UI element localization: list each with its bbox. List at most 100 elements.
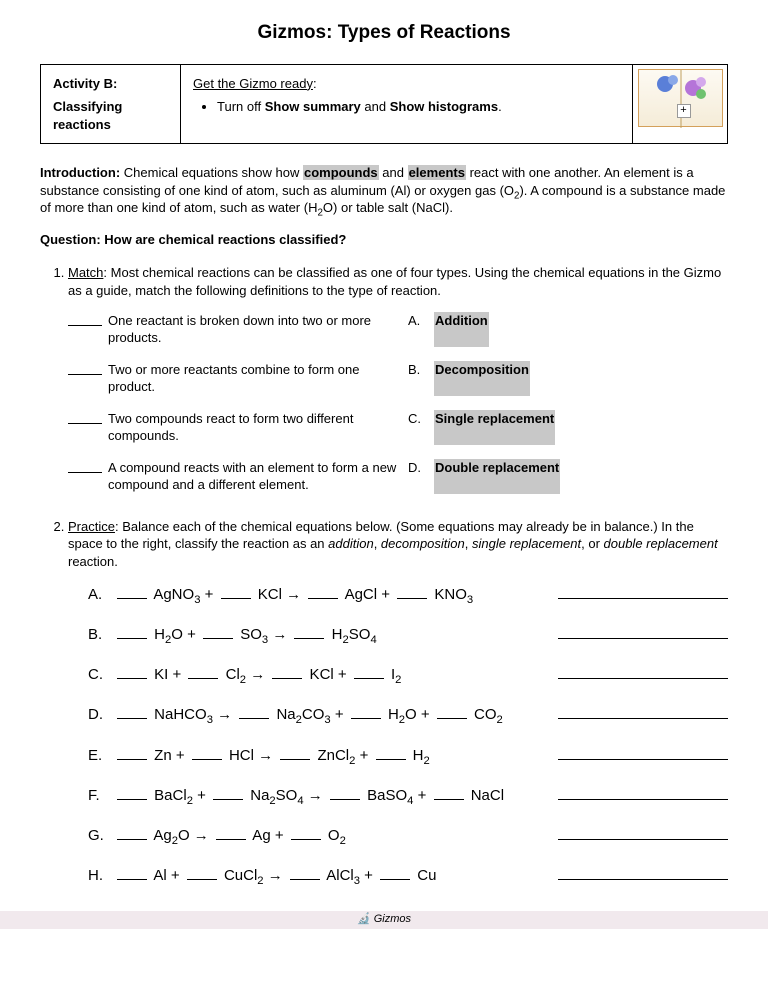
coefficient-blank[interactable] [330,786,360,800]
coefficient-blank[interactable] [192,746,222,760]
highlight-elements: elements [408,165,466,180]
match-blank[interactable] [68,459,102,473]
match-row: Two compounds react to form two differen… [68,410,728,445]
match-blank[interactable] [68,410,102,424]
match-blank[interactable] [68,361,102,375]
equation-body: H2O + SO3 → H2SO4 [114,625,540,645]
coefficient-blank[interactable] [203,625,233,639]
activity-cell: Activity B: Classifying reactions [41,64,181,144]
equation-list: A. AgNO3 + KCl → AgCl + KNO3B. H2O + SO3… [68,585,728,887]
classification-blank[interactable] [558,625,728,639]
equation-letter: G. [88,826,114,846]
coefficient-blank[interactable] [221,585,251,599]
coefficient-blank[interactable] [308,585,338,599]
coefficient-blank[interactable] [290,866,320,880]
main-question: Question: How are chemical reactions cla… [40,231,728,249]
equation-body: Ag2O → Ag + O2 [114,826,540,846]
equation-row: H. Al + CuCl2 → AlCl3 + Cu [88,866,728,886]
match-blank[interactable] [68,312,102,326]
coefficient-blank[interactable] [437,705,467,719]
ready-cell: Get the Gizmo ready: Turn off Show summa… [181,64,633,144]
plus-icon: + [677,104,691,118]
ready-bullet: Turn off Show summary and Show histogram… [217,98,620,116]
match-definition: Two compounds react to form two differen… [108,410,398,445]
option-label: Addition [434,312,489,347]
option-label: Single replacement [434,410,555,445]
equation-letter: D. [88,705,114,725]
page-title: Gizmos: Types of Reactions [40,20,728,46]
equation-row: F. BaCl2 + Na2SO4 → BaSO4 + NaCl [88,786,728,806]
coefficient-blank[interactable] [117,746,147,760]
activity-name: Classifying reactions [53,99,122,132]
coefficient-blank[interactable] [272,665,302,679]
introduction-paragraph: Introduction: Chemical equations show ho… [40,164,728,217]
coefficient-blank[interactable] [354,665,384,679]
coefficient-blank[interactable] [291,826,321,840]
coefficient-blank[interactable] [213,786,243,800]
equation-row: C. KI + Cl2 → KCl + I2 [88,665,728,685]
coefficient-blank[interactable] [187,866,217,880]
ready-title: Get the Gizmo ready [193,76,313,91]
equation-letter: B. [88,625,114,645]
question-2: Practice: Balance each of the chemical e… [68,518,728,887]
coefficient-blank[interactable] [117,665,147,679]
coefficient-blank[interactable] [397,585,427,599]
option-letter: B. [408,361,434,396]
coefficient-blank[interactable] [117,866,147,880]
coefficient-blank[interactable] [239,705,269,719]
equation-body: AgNO3 + KCl → AgCl + KNO3 [114,585,540,605]
match-row: Two or more reactants combine to form on… [68,361,728,396]
match-definition: Two or more reactants combine to form on… [108,361,398,396]
classification-blank[interactable] [558,866,728,880]
equation-row: A. AgNO3 + KCl → AgCl + KNO3 [88,585,728,605]
equation-letter: A. [88,585,114,605]
equation-body: BaCl2 + Na2SO4 → BaSO4 + NaCl [114,786,540,806]
classification-blank[interactable] [558,786,728,800]
question-list: Match: Most chemical reactions can be cl… [40,264,728,886]
option-letter: A. [408,312,434,347]
coefficient-blank[interactable] [117,585,147,599]
option-label: Double replacement [434,459,560,494]
classification-blank[interactable] [558,826,728,840]
coefficient-blank[interactable] [117,625,147,639]
equation-letter: H. [88,866,114,886]
option-label: Decomposition [434,361,530,396]
equation-row: D. NaHCO3 → Na2CO3 + H2O + CO2 [88,705,728,725]
coefficient-blank[interactable] [117,705,147,719]
classification-blank[interactable] [558,665,728,679]
activity-header-table: Activity B: Classifying reactions Get th… [40,64,728,145]
classification-blank[interactable] [558,746,728,760]
coefficient-blank[interactable] [380,866,410,880]
match-container: One reactant is broken down into two or … [68,312,728,494]
equation-row: G. Ag2O → Ag + O2 [88,826,728,846]
coefficient-blank[interactable] [376,746,406,760]
match-row: One reactant is broken down into two or … [68,312,728,347]
equation-body: Al + CuCl2 → AlCl3 + Cu [114,866,540,886]
equation-letter: E. [88,746,114,766]
equation-letter: F. [88,786,114,806]
equation-body: Zn + HCl → ZnCl2 + H2 [114,746,540,766]
coefficient-blank[interactable] [117,826,147,840]
molecule-cell: + [633,64,728,144]
coefficient-blank[interactable] [188,665,218,679]
highlight-compounds: compounds [303,165,379,180]
equation-row: E. Zn + HCl → ZnCl2 + H2 [88,746,728,766]
option-letter: D. [408,459,434,494]
molecule-icon: + [638,69,723,127]
classification-blank[interactable] [558,705,728,719]
match-definition: One reactant is broken down into two or … [108,312,398,347]
coefficient-blank[interactable] [351,705,381,719]
coefficient-blank[interactable] [434,786,464,800]
match-definition: A compound reacts with an element to for… [108,459,398,494]
question-1: Match: Most chemical reactions can be cl… [68,264,728,493]
equation-body: NaHCO3 → Na2CO3 + H2O + CO2 [114,705,540,725]
coefficient-blank[interactable] [280,746,310,760]
activity-label: Activity B: [53,76,117,91]
coefficient-blank[interactable] [216,826,246,840]
equation-row: B. H2O + SO3 → H2SO4 [88,625,728,645]
equation-letter: C. [88,665,114,685]
footer-bar: 🔬 Gizmos [0,911,768,929]
coefficient-blank[interactable] [117,786,147,800]
classification-blank[interactable] [558,585,728,599]
coefficient-blank[interactable] [294,625,324,639]
